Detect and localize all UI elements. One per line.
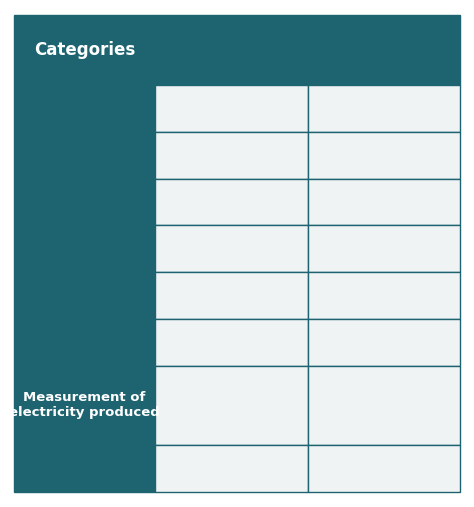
Bar [308,179,460,226]
Bar [155,445,308,492]
Bar [308,15,460,85]
Bar [14,226,155,272]
Bar [14,319,155,366]
Bar [155,226,308,272]
Text: Measurement of
electricity produced: Measurement of electricity produced [9,391,160,419]
Bar [155,132,308,179]
Text: Categories: Categories [34,41,135,59]
Bar [155,272,308,319]
Bar [308,226,460,272]
Bar [14,366,155,445]
Bar [308,272,460,319]
Bar [308,132,460,179]
Bar [14,272,155,319]
Bar [14,85,155,132]
Bar [155,366,308,445]
Bar [308,445,460,492]
Bar [155,15,308,85]
Bar [155,85,308,132]
Bar [155,179,308,226]
Bar [155,319,308,366]
Bar [14,445,155,492]
Bar [14,132,155,179]
Bar [308,85,460,132]
Bar [308,366,460,445]
Bar [308,319,460,366]
Bar [14,15,155,85]
Bar [14,179,155,226]
